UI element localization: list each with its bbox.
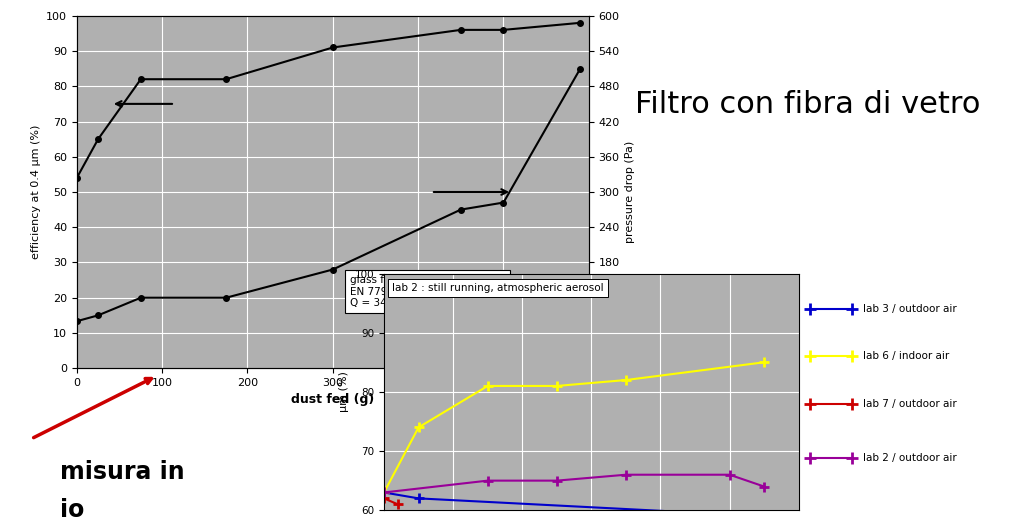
Y-axis label: pressure drop (Pa): pressure drop (Pa) bbox=[626, 141, 635, 243]
Text: misura in: misura in bbox=[59, 460, 184, 483]
Y-axis label: efficiency at 0.4 μm (%): efficiency at 0.4 μm (%) bbox=[31, 125, 41, 259]
X-axis label: dust fed (g): dust fed (g) bbox=[291, 393, 375, 407]
Text: lab 6 / indoor air: lab 6 / indoor air bbox=[863, 351, 949, 361]
Y-axis label: μm (%): μm (%) bbox=[339, 371, 349, 412]
Text: lab 7 / outdoor air: lab 7 / outdoor air bbox=[863, 399, 957, 409]
Text: lab 3 / outdoor air: lab 3 / outdoor air bbox=[863, 304, 957, 314]
Text: Filtro con fibra di vetro: Filtro con fibra di vetro bbox=[635, 89, 980, 119]
Text: io: io bbox=[59, 498, 84, 522]
Text: glass fiber filter
EN 779 test results
Q = 3400 m³/h ; V = 0.13 m/s: glass fiber filter EN 779 test results Q… bbox=[350, 275, 505, 308]
Text: lab 2 / outdoor air: lab 2 / outdoor air bbox=[863, 453, 957, 463]
Text: lab 2 : still running, atmospheric aerosol: lab 2 : still running, atmospheric aeros… bbox=[392, 283, 604, 293]
